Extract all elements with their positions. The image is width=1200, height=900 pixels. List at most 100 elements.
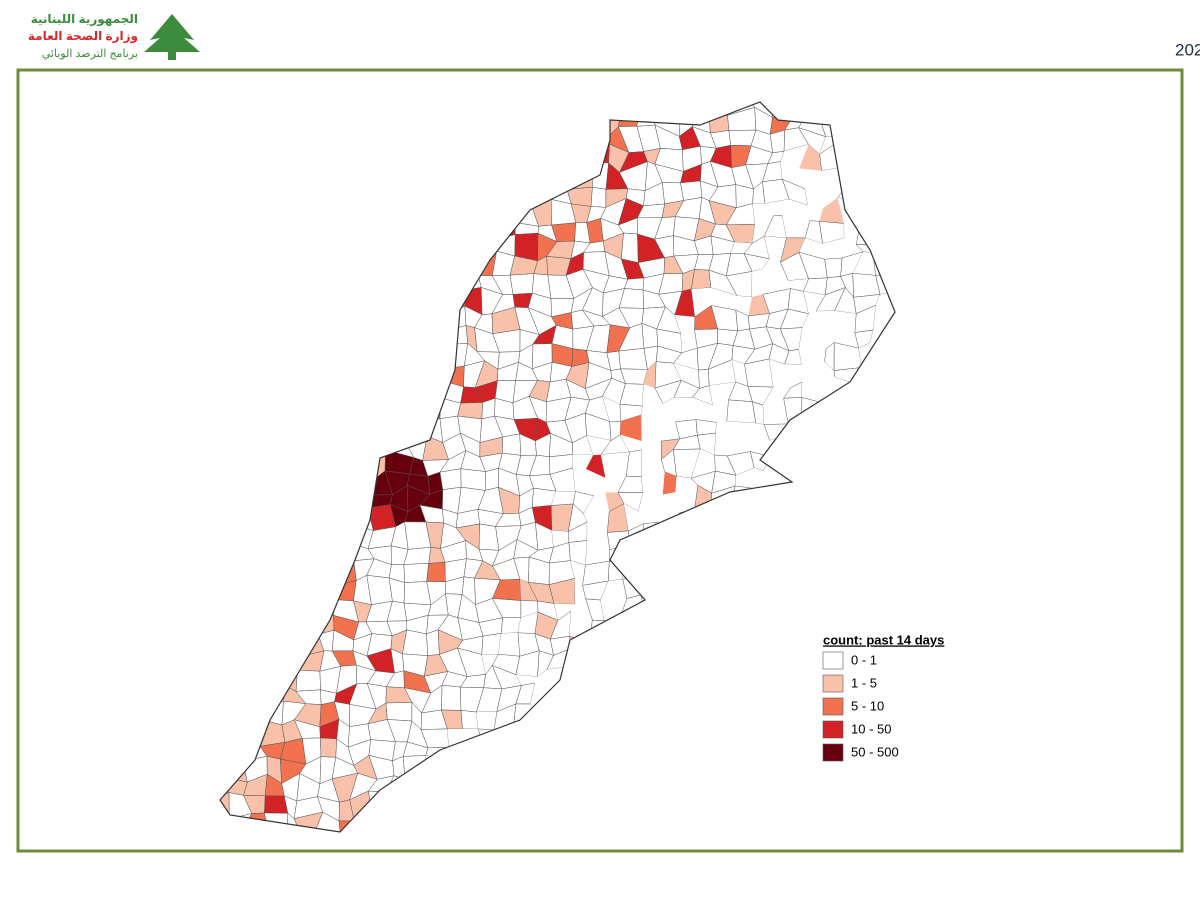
- district: [492, 755, 515, 779]
- district: [619, 722, 646, 748]
- district: [717, 776, 731, 793]
- district: [603, 629, 624, 656]
- district: [804, 188, 824, 209]
- district: [871, 397, 895, 418]
- district: [402, 197, 428, 221]
- district: [371, 309, 393, 325]
- district: [443, 181, 465, 205]
- district: [314, 488, 342, 506]
- district: [220, 818, 230, 832]
- district: [853, 544, 881, 562]
- district: [478, 148, 504, 170]
- district: [807, 455, 820, 475]
- district: [277, 634, 302, 659]
- district: [747, 581, 770, 605]
- district: [225, 183, 248, 204]
- district: [261, 651, 287, 676]
- district: [762, 725, 784, 744]
- district: [787, 558, 810, 585]
- district: [897, 467, 912, 495]
- district: [225, 314, 252, 332]
- district: [641, 441, 662, 460]
- district: [872, 384, 895, 405]
- district: [818, 441, 843, 459]
- district: [245, 558, 271, 587]
- district: [912, 598, 935, 618]
- district: [620, 434, 642, 452]
- district: [589, 791, 612, 816]
- district: [638, 492, 663, 512]
- district: [552, 684, 571, 709]
- district: [441, 109, 465, 134]
- district: [690, 688, 715, 711]
- district: [376, 179, 394, 206]
- district: [861, 363, 882, 389]
- district: [320, 456, 342, 478]
- district: [693, 601, 712, 622]
- district: [493, 729, 519, 749]
- district: [355, 434, 376, 461]
- district: [804, 688, 818, 702]
- district: [311, 558, 343, 588]
- district: [825, 812, 843, 832]
- district: [262, 346, 288, 365]
- district: [369, 130, 391, 150]
- district: [388, 182, 408, 202]
- district: [783, 742, 807, 767]
- district: [478, 221, 499, 241]
- district: [510, 833, 535, 857]
- district: [855, 865, 874, 891]
- district: [366, 376, 389, 405]
- district: [387, 359, 411, 389]
- district: [817, 868, 842, 891]
- district: [351, 306, 377, 330]
- district: [241, 347, 269, 366]
- district: [696, 781, 718, 800]
- district: [226, 667, 252, 689]
- district: [891, 780, 895, 799]
- district: [768, 494, 787, 515]
- district: [549, 727, 570, 746]
- district: [781, 766, 801, 781]
- district: [565, 851, 592, 868]
- district: [317, 217, 336, 246]
- district: [745, 866, 770, 883]
- district: [477, 778, 499, 801]
- district: [220, 160, 233, 189]
- district: [764, 792, 790, 815]
- district: [391, 323, 408, 347]
- district: [220, 647, 228, 668]
- district: [300, 198, 320, 227]
- district: [229, 162, 250, 185]
- district: [258, 488, 281, 513]
- district: [331, 341, 355, 371]
- district: [426, 562, 446, 583]
- district: [352, 109, 376, 132]
- district: [356, 102, 376, 119]
- district: [421, 197, 444, 221]
- district: [312, 250, 342, 275]
- district: [801, 381, 824, 403]
- district: [624, 277, 645, 291]
- district: [311, 239, 342, 258]
- district: [912, 182, 934, 209]
- district: [572, 647, 593, 671]
- district: [769, 865, 787, 888]
- district: [246, 710, 271, 723]
- cedar-icon: [144, 14, 200, 60]
- district: [459, 871, 483, 892]
- district: [870, 342, 895, 364]
- district: [783, 467, 808, 495]
- district: [463, 102, 485, 111]
- district: [249, 399, 269, 420]
- district: [554, 124, 576, 153]
- district: [836, 817, 858, 832]
- district: [367, 856, 395, 874]
- district: [679, 687, 694, 709]
- district: [788, 550, 811, 562]
- district: [492, 200, 516, 223]
- district: [807, 666, 824, 690]
- district: [481, 813, 493, 830]
- district: [604, 829, 630, 832]
- district: [373, 102, 396, 111]
